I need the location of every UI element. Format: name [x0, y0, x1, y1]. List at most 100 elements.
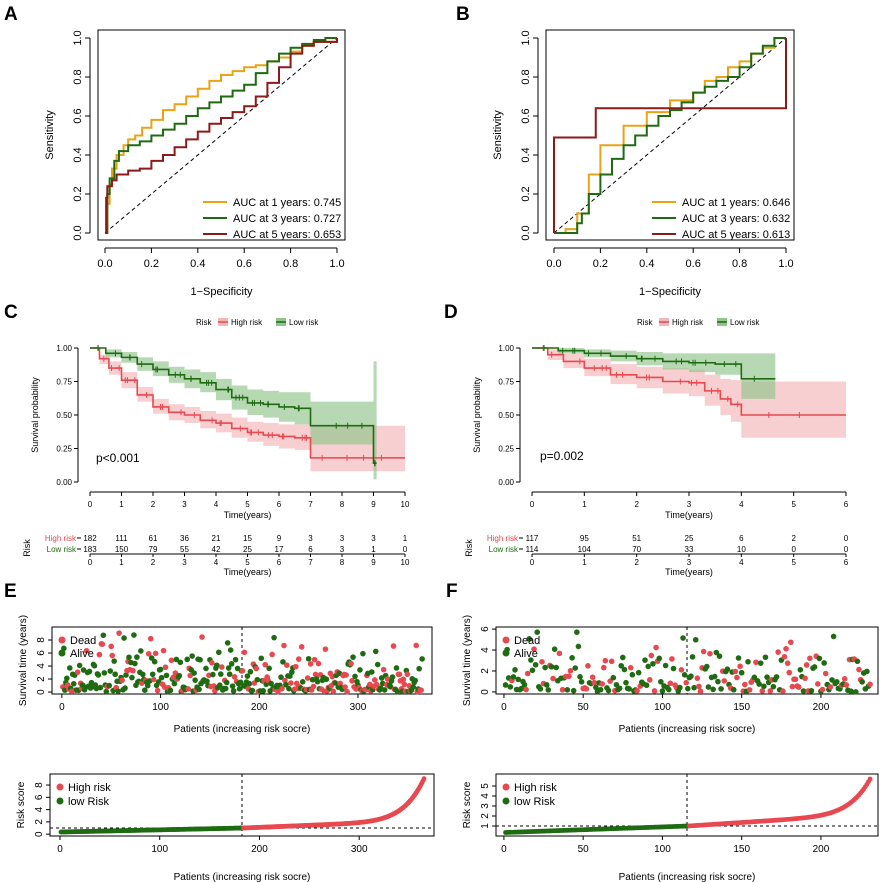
x-tick-label: 3 — [687, 500, 692, 509]
alive-point — [91, 662, 98, 669]
dead-point — [262, 661, 268, 668]
x-axis-title: Time(years) — [665, 510, 713, 520]
dead-point — [780, 688, 786, 694]
alive-point — [526, 636, 533, 642]
y-tick-label: 0.50 — [56, 411, 72, 420]
alive-point — [419, 656, 425, 662]
alive-point — [570, 687, 577, 694]
x-tick-label: 100 — [152, 702, 169, 713]
alive-point — [854, 658, 861, 665]
alive-point — [111, 658, 117, 664]
risk-table-cell: 6 — [739, 534, 744, 543]
dead-point — [185, 686, 192, 692]
legend-entry: AUC at 5 years: 0.613 — [682, 229, 790, 241]
alive-point — [260, 688, 267, 694]
alive-point — [86, 668, 93, 675]
x-axis-title: Time(years) — [224, 510, 272, 520]
risk-table-row-label: Low risk — [47, 545, 77, 554]
alive-point — [115, 688, 121, 694]
dead-point — [556, 650, 563, 657]
x-tick-label: 2 — [634, 500, 639, 509]
legend-entry: AUC at 5 years: 0.653 — [233, 229, 341, 241]
alive-point — [718, 686, 724, 692]
y-tick-label: 1.0 — [520, 30, 532, 45]
y-tick-label: 0.4 — [520, 147, 532, 162]
y-tick-label: 0.6 — [72, 108, 84, 123]
alive-point — [299, 679, 306, 685]
y-tick-label: 1.00 — [56, 344, 72, 353]
alive-point — [131, 632, 137, 638]
alive-point — [76, 662, 83, 669]
dead-point — [732, 668, 739, 675]
dead-point — [583, 686, 590, 692]
alive-point — [314, 678, 321, 685]
alive-point — [132, 660, 138, 667]
high-risk-point — [867, 776, 873, 782]
alive-point — [642, 657, 648, 663]
dead-point — [401, 681, 408, 688]
alive-point — [688, 673, 694, 679]
x-tick-label: 0 — [501, 844, 507, 855]
high-risk-point — [421, 776, 427, 782]
legend-marker — [58, 636, 66, 644]
roc-curve-1 — [105, 37, 337, 234]
alive-point — [204, 678, 210, 684]
dead-point — [683, 679, 690, 686]
dead-point — [209, 660, 215, 666]
alive-point — [756, 681, 762, 687]
dead-point — [819, 686, 826, 693]
y-tick-label: 2 — [36, 676, 47, 682]
plot-frame — [545, 29, 795, 241]
legend-marker — [502, 649, 510, 657]
dead-point — [330, 688, 337, 695]
risk-table-axis-label: 4 — [739, 558, 744, 567]
alive-point — [389, 674, 396, 680]
alive-point — [715, 678, 721, 685]
dead-point — [390, 643, 397, 649]
dead-point — [311, 656, 318, 663]
risk-table-cell: 0 — [844, 534, 849, 543]
y-tick-label: 4 — [34, 806, 45, 812]
alive-point — [214, 662, 220, 669]
alive-point — [659, 688, 666, 694]
risk-table-cell: 1 — [403, 534, 408, 543]
risk-table-row-label: Low risk — [489, 545, 519, 554]
alive-point — [350, 654, 356, 660]
alive-point — [681, 672, 688, 678]
dead-point — [292, 663, 299, 670]
dead-point — [241, 649, 248, 656]
dead-point — [344, 688, 350, 695]
dead-point — [746, 687, 753, 693]
risk-table-cell: 0 — [403, 545, 408, 554]
alive-point — [289, 669, 295, 675]
alive-point — [610, 674, 617, 681]
alive-point — [621, 666, 628, 673]
dead-point — [295, 656, 302, 662]
legend-entry: AUC at 1 years: 0.646 — [682, 197, 790, 209]
x-tick-label: 1 — [582, 500, 587, 509]
alive-point — [184, 656, 191, 663]
dead-point — [304, 675, 311, 681]
dead-point — [199, 634, 205, 640]
risk-table-cell: 182 — [83, 534, 97, 543]
dead-point — [784, 660, 791, 667]
risk-table-axis-label: 3 — [182, 558, 187, 567]
x-tick-label: 0 — [501, 702, 507, 713]
alive-point — [643, 682, 650, 689]
alive-point — [368, 669, 375, 675]
risk-table-cell: 6 — [308, 545, 313, 554]
risk-table-cell: 42 — [212, 545, 221, 554]
alive-point — [305, 655, 312, 662]
x-tick-label: 0 — [57, 844, 63, 855]
y-axis-title: Sensitivity — [492, 110, 504, 160]
alive-point — [529, 667, 536, 674]
y-axis-title: Risk score — [16, 781, 27, 828]
survival-curve-low-risk — [90, 347, 377, 465]
ci-band-low-risk — [532, 348, 776, 399]
alive-point — [724, 666, 731, 672]
dead-point — [253, 665, 260, 672]
y-tick-label: 0.75 — [498, 378, 514, 387]
alive-point — [761, 683, 767, 690]
alive-point — [283, 681, 289, 688]
dead-point — [694, 675, 701, 681]
